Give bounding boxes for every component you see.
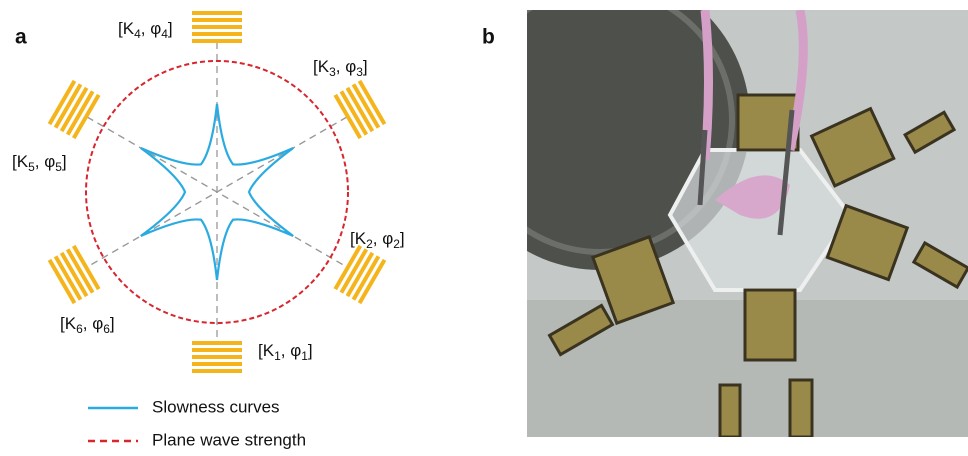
- label-part: ]: [168, 19, 173, 38]
- figure: a b [K1, φ1] [K2, φ2] [K3, φ3] [K4, φ4] [K5,…: [0, 0, 968, 456]
- label-part: [K: [258, 341, 275, 360]
- transducer-finger: [192, 341, 242, 345]
- transducer-finger: [192, 32, 242, 36]
- label-part: [K: [60, 314, 77, 333]
- transducer-finger: [192, 369, 242, 373]
- label-part: , φ: [35, 152, 55, 171]
- transducer-label: [K1, φ1]: [258, 341, 313, 363]
- transducer-finger: [192, 18, 242, 22]
- transducer: [192, 11, 242, 43]
- transducer-finger: [192, 348, 242, 352]
- transducer: [334, 80, 387, 139]
- transducer-label: [K4, φ4]: [118, 19, 173, 41]
- label-part: ]: [62, 152, 67, 171]
- label-part: , φ: [281, 341, 301, 360]
- legend: Slowness curves Plane wave strength: [88, 397, 306, 449]
- label-part: ]: [308, 341, 313, 360]
- label-part: ]: [110, 314, 115, 333]
- transducer-label: [K3, φ3]: [313, 57, 368, 79]
- transducer-finger: [192, 355, 242, 359]
- transducer-label: [K6, φ6]: [60, 314, 115, 336]
- transducer-label: [K2, φ2]: [350, 229, 405, 251]
- label-part: , φ: [373, 229, 393, 248]
- transducer: [192, 341, 242, 373]
- panel-label: b: [482, 26, 495, 49]
- transducer-finger: [192, 11, 242, 15]
- transducer-finger: [192, 39, 242, 43]
- label-part: [K: [313, 57, 330, 76]
- legend-label: Plane wave strength: [152, 430, 306, 449]
- label-part: , φ: [141, 19, 161, 38]
- label-part: [K: [12, 152, 29, 171]
- label-part: [K: [350, 229, 367, 248]
- photo: [450, 0, 968, 437]
- label-part: , φ: [83, 314, 103, 333]
- transducer: [334, 245, 387, 304]
- label-part: ]: [400, 229, 405, 248]
- transducer-finger: [192, 362, 242, 366]
- transducer-finger: [192, 25, 242, 29]
- label-part: , φ: [336, 57, 356, 76]
- transducer: [48, 80, 101, 139]
- label-part: [K: [118, 19, 135, 38]
- transducer: [48, 245, 101, 304]
- panel-label: a: [15, 26, 27, 49]
- legend-label: Slowness curves: [152, 397, 280, 416]
- transducer-label: [K5, φ5]: [12, 152, 67, 174]
- label-part: ]: [363, 57, 368, 76]
- diagram: [K1, φ1] [K2, φ2] [K3, φ3] [K4, φ4] [K5, φ5]…: [12, 11, 405, 373]
